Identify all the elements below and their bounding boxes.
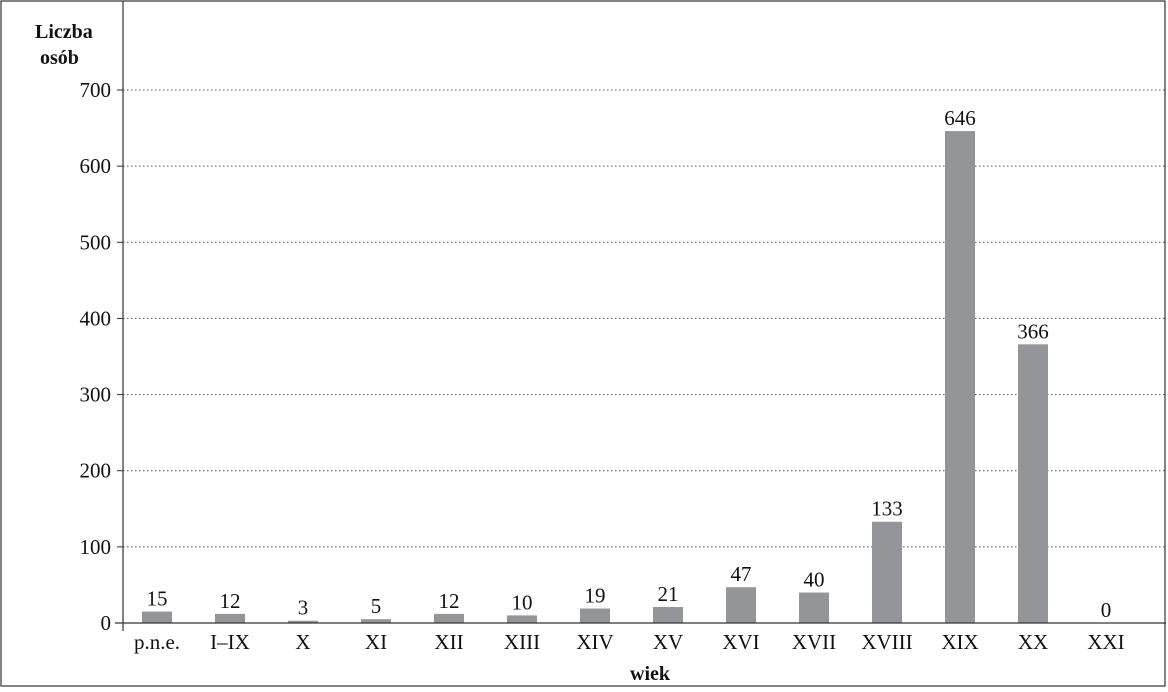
- data-label: 0: [1101, 598, 1112, 622]
- bar: [945, 131, 975, 624]
- y-tick-label: 700: [80, 78, 112, 102]
- x-tick-label: p.n.e.: [134, 630, 180, 654]
- x-tick-label: XII: [434, 630, 463, 654]
- x-tick-label: X: [295, 630, 310, 654]
- bar: [361, 619, 391, 623]
- data-label: 21: [658, 582, 679, 606]
- data-label: 12: [439, 589, 460, 613]
- bar: [434, 613, 464, 623]
- y-tick-label: 500: [80, 230, 112, 254]
- x-tick-label: XXI: [1087, 630, 1124, 654]
- bar: [288, 620, 318, 623]
- y-axis-title-line-2: osób: [40, 47, 79, 69]
- y-axis-title-line-1: Liczba: [35, 21, 93, 43]
- bar: [653, 607, 683, 623]
- x-tick-label: XIX: [941, 630, 978, 654]
- x-tick-label: I–IX: [210, 630, 250, 654]
- bar: [215, 613, 245, 623]
- bar: [507, 615, 537, 623]
- y-tick-label: 100: [80, 535, 112, 559]
- data-label: 12: [220, 589, 241, 613]
- x-tick-label: XVI: [722, 630, 759, 654]
- y-tick-label: 300: [80, 383, 112, 407]
- x-tick-label: XIII: [504, 630, 540, 654]
- data-label: 15: [147, 587, 168, 611]
- y-tick-label: 0: [101, 611, 112, 635]
- data-label: 5: [371, 594, 382, 618]
- x-tick-label: XI: [365, 630, 387, 654]
- data-label: 47: [731, 562, 752, 586]
- x-tick-label: XV: [653, 630, 683, 654]
- y-tick-label: 600: [80, 154, 112, 178]
- data-label: 3: [298, 596, 309, 620]
- data-label: 19: [585, 584, 606, 608]
- data-label: 646: [944, 106, 976, 130]
- y-tick-label: 400: [80, 306, 112, 330]
- bar: [872, 521, 902, 623]
- x-tick-label: XVIII: [861, 630, 912, 654]
- x-tick-label: XX: [1018, 630, 1048, 654]
- x-tick-label: XVII: [792, 630, 836, 654]
- y-tick-label: 200: [80, 459, 112, 483]
- bar: [799, 592, 829, 623]
- bar: [142, 611, 172, 623]
- bar: [580, 608, 610, 623]
- data-label: 40: [804, 568, 825, 592]
- data-label: 366: [1017, 319, 1049, 343]
- grid-lines: [123, 89, 1166, 548]
- data-label: 133: [871, 497, 903, 521]
- data-label: 10: [512, 590, 533, 614]
- data-labels: 15 12 3 5 12 10 19 21 47 40 133 646 366 0: [147, 106, 1112, 622]
- x-tick-labels: p.n.e. I–IX X XI XII XIII XIV XV XVI XVII XVIII XIX…: [134, 630, 1125, 654]
- bar: [1018, 344, 1048, 623]
- x-axis-title: wiek: [630, 663, 671, 685]
- bars: [142, 131, 1048, 624]
- y-tick-labels: 0 100 200 300 400 500 600 700: [80, 78, 112, 635]
- x-tick-label: XIV: [576, 630, 613, 654]
- bar: [726, 587, 756, 623]
